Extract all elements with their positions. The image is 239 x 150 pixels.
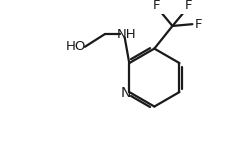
Text: F: F: [195, 18, 202, 31]
Text: N: N: [120, 86, 131, 100]
Text: F: F: [152, 0, 160, 12]
Text: F: F: [185, 0, 192, 12]
Text: HO: HO: [66, 40, 86, 53]
Text: NH: NH: [117, 28, 136, 41]
